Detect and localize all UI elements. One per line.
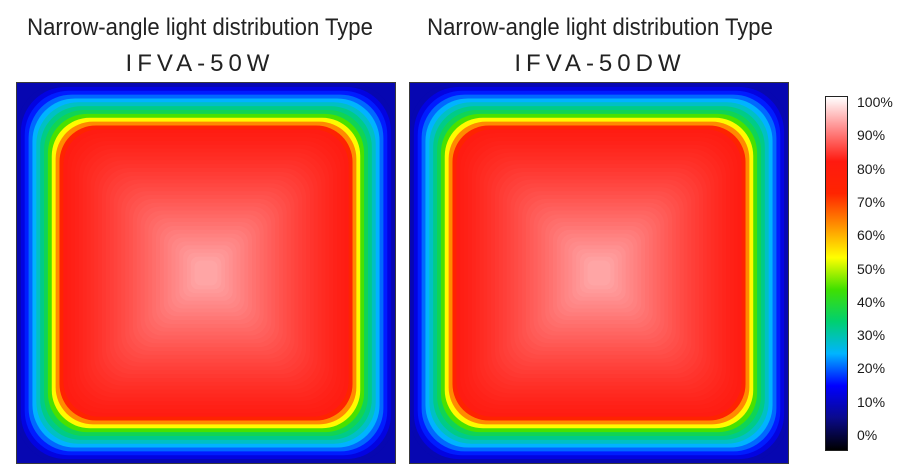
panel-title: Narrow-angle light distribution Type	[427, 14, 773, 41]
colorbar-tick-label: 80%	[857, 160, 886, 177]
panel-model-name: IFVA-50W	[125, 50, 275, 77]
heatmap-contour-band	[194, 260, 218, 286]
light-distribution-heatmap	[409, 82, 789, 464]
color-scale-bar	[825, 96, 848, 451]
colorbar-tick-label: 30%	[857, 327, 886, 344]
colorbar-tick-label: 20%	[857, 360, 886, 377]
light-distribution-heatmap	[16, 82, 396, 464]
panel-model-name: IFVA-50DW	[514, 50, 686, 77]
colorbar-tick-label: 50%	[857, 260, 886, 277]
colorbar-tick-label: 60%	[857, 227, 886, 244]
heatmap-plot	[410, 83, 788, 463]
colorbar-tick-label: 70%	[857, 193, 886, 210]
panel-title: Narrow-angle light distribution Type	[27, 14, 373, 41]
colorbar-tick-label: 40%	[857, 293, 886, 310]
heatmap-contour-band	[587, 260, 611, 286]
colorbar-tick-label: 0%	[857, 427, 878, 443]
colorbar-tick-label: 10%	[857, 393, 886, 410]
colorbar-tick-label: 100%	[857, 94, 893, 110]
colorbar-tick-label: 90%	[857, 127, 886, 144]
heatmap-plot	[17, 83, 395, 463]
